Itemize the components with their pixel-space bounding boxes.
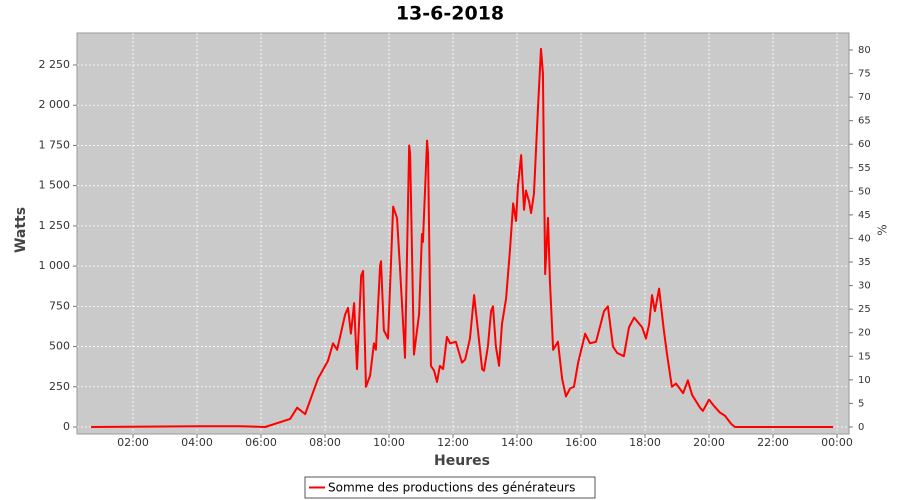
y2-tick-label: 5 — [858, 398, 864, 409]
y-tick-label: 0 — [63, 420, 70, 433]
y-tick-label: 2 000 — [39, 98, 71, 111]
x-tick-label: 12:00 — [437, 436, 469, 449]
plot-area — [76, 32, 850, 435]
x-tick-label: 04:00 — [181, 436, 213, 449]
x-tick-label: 00:00 — [821, 436, 853, 449]
legend-box — [304, 476, 596, 499]
x-tick-label: 06:00 — [245, 436, 277, 449]
y2-tick-label: 0 — [858, 422, 864, 433]
y2-tick-label: 70 — [858, 92, 871, 103]
x-tick-label: 02:00 — [117, 436, 149, 449]
x-tick-label: 08:00 — [309, 436, 341, 449]
y2-tick-label: 35 — [858, 257, 871, 268]
x-tick-label: 16:00 — [565, 436, 597, 449]
legend-label: Somme des productions des générateurs — [328, 481, 575, 495]
y-axis-label: Watts — [13, 207, 29, 253]
y2-tick-label: 30 — [858, 281, 871, 292]
y-tick-label: 1 750 — [39, 138, 71, 151]
y2-tick-label: 40 — [858, 233, 871, 244]
x-tick-label: 10:00 — [373, 436, 405, 449]
chart-title: 13-6-2018 — [396, 3, 504, 25]
y2-axis-label: % — [876, 224, 890, 235]
y2-tick-label: 55 — [858, 163, 871, 174]
y2-tick-label: 25 — [858, 304, 871, 315]
y2-tick-label: 75 — [858, 69, 871, 80]
x-tick-label: 14:00 — [501, 436, 533, 449]
x-tick-label: 22:00 — [757, 436, 789, 449]
y2-tick-label: 60 — [858, 139, 871, 150]
y2-tick-label: 10 — [858, 375, 871, 386]
y-tick-label: 1 500 — [39, 179, 71, 192]
x-axis-label: Heures — [434, 453, 490, 469]
y-tick-label: 1 250 — [39, 219, 71, 232]
y-tick-label: 250 — [49, 380, 70, 393]
data-line — [91, 47, 834, 429]
y2-tick-label: 50 — [858, 186, 871, 197]
x-tick-label: 18:00 — [629, 436, 661, 449]
y-tick-label: 750 — [49, 299, 70, 312]
y-tick-label: 1 000 — [39, 259, 71, 272]
y2-tick-label: 15 — [858, 351, 871, 362]
y-tick-label: 500 — [49, 340, 70, 353]
y2-tick-label: 45 — [858, 210, 871, 221]
x-tick-label: 20:00 — [693, 436, 725, 449]
y2-tick-label: 80 — [858, 45, 871, 56]
y-tick-label: 2 250 — [39, 58, 71, 71]
y2-tick-label: 65 — [858, 116, 871, 127]
y2-tick-label: 20 — [858, 328, 871, 339]
